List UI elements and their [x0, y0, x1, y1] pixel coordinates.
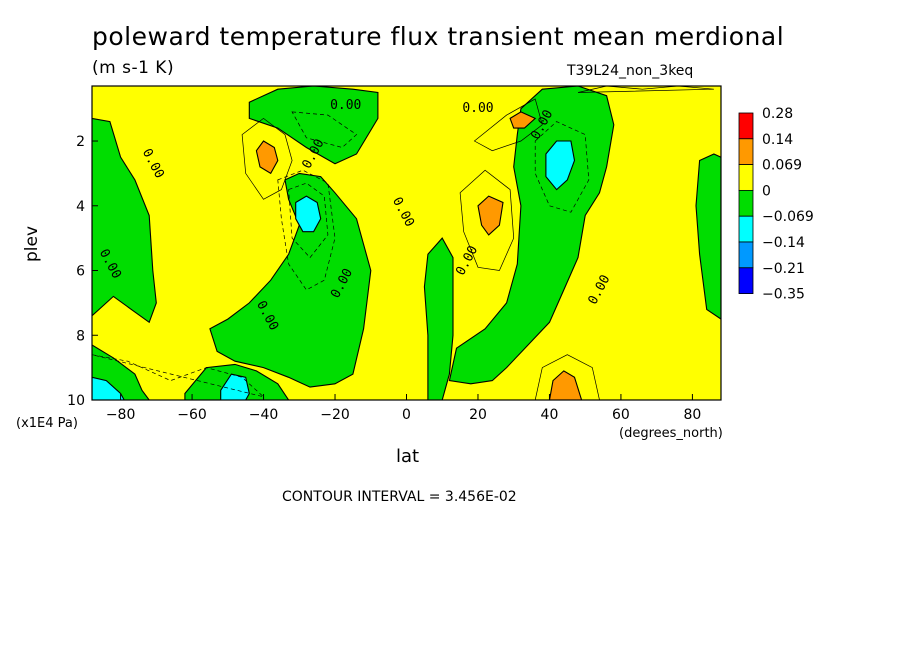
- y-axis-units: (x1E4 Pa): [16, 416, 78, 431]
- x-tick-label: −80: [106, 407, 136, 423]
- neg-cyan-center: [295, 195, 322, 233]
- y-tick-label: 6: [76, 264, 85, 280]
- contour-label: 0.00: [330, 98, 361, 113]
- contour-field: [92, 86, 721, 400]
- x-tick-label: −40: [249, 407, 279, 423]
- colorbar-swatch: [738, 112, 754, 140]
- colorbar-label: 0.069: [762, 158, 802, 174]
- y-tick-label: 8: [76, 328, 85, 344]
- run-id-label: T39L24_non_3keq: [567, 63, 694, 79]
- positive-background: [92, 86, 721, 400]
- contour-line-west-pos: [241, 117, 293, 200]
- y-axis: 2 4 6 8 10: [67, 134, 98, 409]
- contour-line-bottom-west: [92, 354, 264, 398]
- x-tick-label: −60: [177, 407, 207, 423]
- x-axis-units: (degrees_north): [619, 426, 723, 441]
- contour-line-center-neg: [277, 169, 336, 291]
- colorbar-swatch: [738, 138, 754, 166]
- neg-center-column: [209, 172, 372, 388]
- colorbar-swatch: [738, 164, 754, 191]
- contour-line-top-pos: [473, 98, 543, 152]
- x-tick-label: −20: [320, 407, 350, 423]
- pos-orange-center: [477, 195, 504, 236]
- colorbar-label: 0.14: [762, 132, 793, 148]
- x-axis: −80 −60 −40 −20 0 20 40 60 80: [106, 394, 701, 423]
- contour-interval-label: CONTOUR INTERVAL = 3.456E-02: [282, 489, 517, 505]
- contour-line-top-center-neg: [291, 111, 358, 148]
- contour-line-center-neg2: [288, 182, 329, 259]
- y-tick-label: 10: [67, 393, 85, 409]
- chart-units: (m s-1 K): [92, 58, 175, 78]
- neg-east-edge: [695, 153, 721, 320]
- colorbar-label: 0: [762, 183, 771, 199]
- colorbar: 0.28 0.14 0.069 0 −0.069 −0.14 −0.21 −0.35: [738, 106, 814, 303]
- pos-orange-top: [509, 111, 537, 129]
- x-tick-label: 0: [402, 407, 411, 423]
- colorbar-swatch: [738, 267, 754, 294]
- contour-line-east-pos: [459, 169, 515, 271]
- colorbar-swatch: [738, 189, 754, 217]
- x-tick-label: 60: [612, 407, 630, 423]
- neg-equator-strip: [423, 237, 454, 400]
- contour-line-bottom-east: [534, 354, 600, 400]
- neg-cyan-southwest: [92, 376, 125, 400]
- y-tick-label: 2: [76, 134, 85, 150]
- x-tick-label: 80: [683, 407, 701, 423]
- colorbar-label: −0.21: [762, 261, 805, 277]
- colorbar-swatch: [738, 215, 754, 243]
- colorbar-label: −0.069: [762, 209, 814, 225]
- x-tick-label: 20: [469, 407, 487, 423]
- colorbar-label: −0.35: [762, 287, 805, 303]
- contour-line-top-right: [577, 86, 714, 93]
- chart-title: poleward temperature flux transient mean…: [92, 22, 785, 51]
- colorbar-swatch: [738, 241, 754, 269]
- x-axis-title: lat: [396, 446, 420, 467]
- neg-cyan-east: [545, 140, 576, 191]
- neg-west: [92, 117, 157, 324]
- y-axis-title: plev: [22, 225, 42, 262]
- pos-orange-west: [255, 140, 279, 175]
- pos-orange-bottom: [548, 370, 583, 400]
- colorbar-label: 0.28: [762, 106, 793, 122]
- x-tick-label: 40: [541, 407, 559, 423]
- colorbar-label: −0.14: [762, 235, 805, 251]
- y-tick-label: 4: [76, 199, 85, 215]
- contour-label: 0.00: [462, 101, 493, 116]
